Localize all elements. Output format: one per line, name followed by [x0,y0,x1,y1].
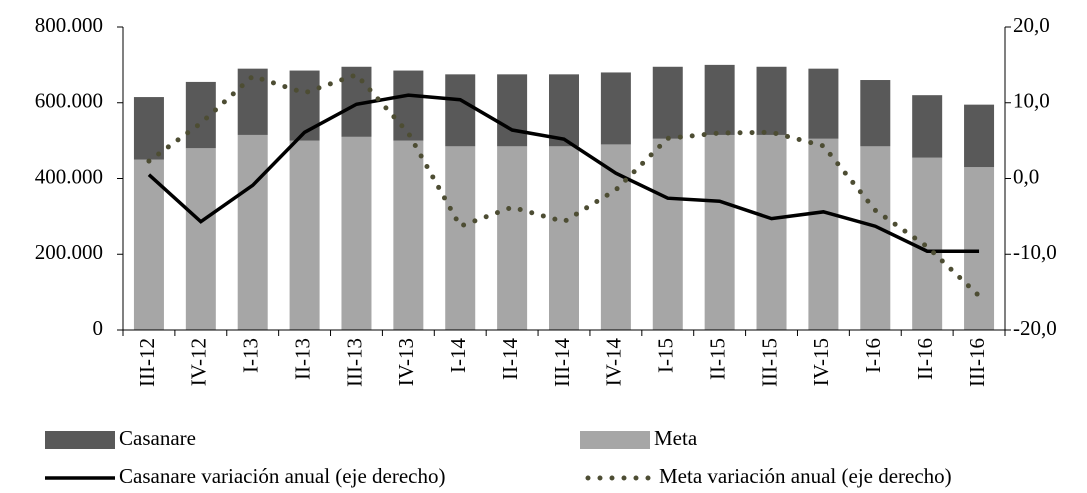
y2-tick-label: 0,0 [1013,164,1039,188]
x-tick-label: IV-12 [187,338,211,386]
bar [860,146,891,330]
line [147,93,980,253]
legend-swatch [45,431,115,449]
x-tick-label: III-14 [550,338,574,387]
x-tick-label: IV-14 [602,338,626,387]
x-tick-label: I-13 [239,338,263,373]
x-tick-label: III-16 [965,338,989,387]
x-tick-label: I-14 [446,338,470,373]
bar [912,157,943,330]
x-tick-label: I-15 [654,338,678,373]
y-tick-label: 400.000 [35,164,103,188]
bar [549,146,579,330]
y-tick-label: 0 [93,316,104,340]
bar [652,66,683,139]
y2-tick-label: -10,0 [1013,240,1057,264]
bar [393,140,424,330]
bar [964,104,995,168]
x-tick-label: IV-13 [394,338,418,386]
bar [704,134,735,330]
y2-tick-label: 10,0 [1013,89,1050,113]
bar [393,70,424,141]
y-tick-label: 200.000 [35,240,103,264]
x-tick-label: III-12 [135,338,159,387]
bar [185,148,216,330]
bar [808,138,839,330]
bar [497,74,528,147]
bar [756,66,787,135]
bar [704,64,735,135]
x-tick-label: IV-15 [809,338,833,386]
x-tick-label: I-16 [861,338,885,373]
x-tick-label: II-15 [705,338,729,380]
y2-tick-label: -20,0 [1013,316,1057,340]
bar [808,68,839,139]
bar [497,146,528,330]
bar [133,97,164,160]
legend-label: Casanare [119,426,196,450]
bar [964,167,995,330]
x-tick-label: III-15 [757,338,781,387]
bar [185,81,216,149]
y2-tick-label: 20,0 [1013,13,1050,37]
x-tick-label: II-16 [913,338,937,380]
bar [756,134,787,330]
legend-swatch [580,431,650,449]
bar [600,72,631,145]
bar [445,146,476,330]
bar [289,140,320,330]
x-tick-label: II-13 [290,338,314,380]
bar [600,144,631,330]
bar [445,74,476,147]
x-tick-label: II-14 [498,338,522,380]
bar [652,138,683,330]
bar [237,134,268,330]
legend-label: Meta variación anual (eje derecho) [659,464,952,488]
legend-label: Meta [654,426,698,450]
bar [549,74,579,147]
legend-label: Casanare variación anual (eje derecho) [119,464,445,488]
bar [289,70,320,141]
y-tick-label: 800.000 [35,13,103,37]
bar [912,95,943,158]
y-tick-label: 600.000 [35,89,103,113]
bar [133,159,164,330]
bar [341,136,372,330]
bar [860,80,891,147]
x-tick-label: III-13 [342,338,366,387]
